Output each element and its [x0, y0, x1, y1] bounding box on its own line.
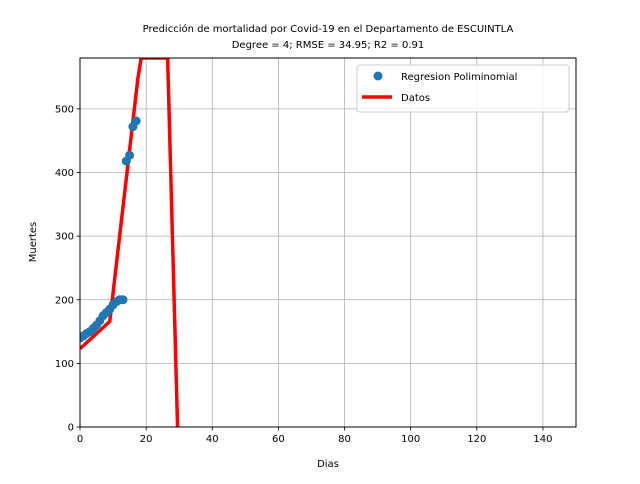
y-axis: 0 100 200 300 400 500 — [55, 104, 80, 434]
y-tick-label: 200 — [55, 295, 74, 306]
data-point — [118, 295, 128, 305]
legend-box — [356, 64, 570, 113]
legend: Regresion Poliminomial Datos — [356, 64, 570, 113]
chart-title: Predicción de mortalidad por Covid-19 en… — [143, 23, 514, 35]
x-tick-label: 40 — [206, 434, 219, 445]
data-point — [131, 116, 141, 126]
y-tick-label: 0 — [68, 423, 74, 434]
legend-label-datos: Datos — [401, 93, 430, 104]
y-tick-label: 100 — [55, 359, 74, 370]
y-tick-label: 300 — [55, 232, 74, 243]
chart-subtitle: Degree = 4; RMSE = 34.95; R2 = 0.91 — [232, 40, 425, 51]
plot-frame — [79, 57, 577, 428]
datos-line-series — [80, 58, 180, 427]
x-tick-label: 20 — [140, 434, 153, 445]
legend-point-marker — [373, 71, 383, 81]
data-point — [125, 150, 135, 160]
x-tick-label: 60 — [272, 434, 285, 445]
y-tick-label: 400 — [55, 168, 74, 179]
x-tick-label: 80 — [338, 434, 351, 445]
x-axis: 0 20 40 60 80 100 120 140 — [77, 427, 552, 445]
y-tick-label: 500 — [55, 104, 74, 115]
datos-line — [80, 58, 180, 427]
regresion-points-series — [80, 116, 141, 343]
x-tick-label: 120 — [467, 434, 486, 445]
x-tick-label: 140 — [533, 434, 552, 445]
y-axis-label: Muertes — [28, 222, 39, 263]
x-tick-label: 100 — [401, 434, 420, 445]
legend-label-regresion: Regresion Poliminomial — [401, 72, 517, 83]
grid — [79, 58, 576, 428]
x-axis-label: Dias — [317, 459, 339, 470]
x-tick-label: 0 — [77, 434, 83, 445]
